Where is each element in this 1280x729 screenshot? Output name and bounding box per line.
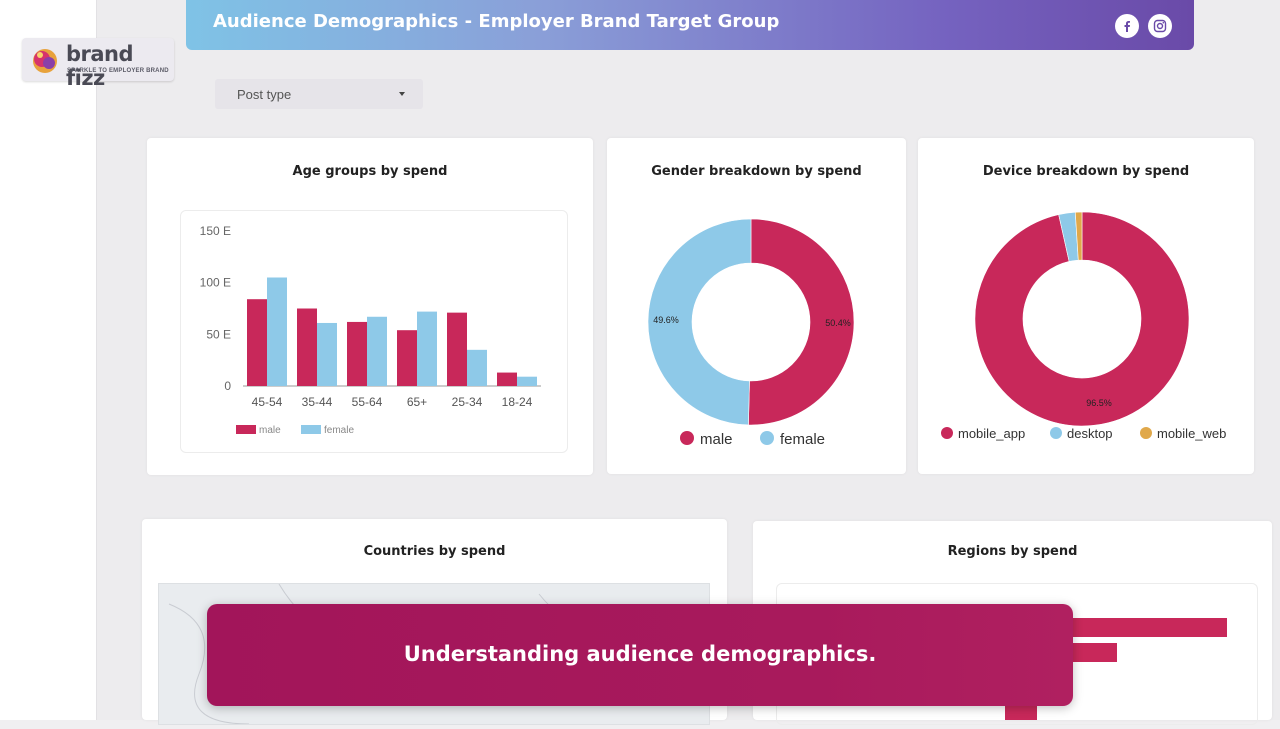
age-x-tick-label: 25-34 <box>452 395 483 409</box>
post-type-label: Post type <box>237 87 292 102</box>
age-x-tick-label: 35-44 <box>302 395 333 409</box>
device-value-label: 96.5% <box>1086 398 1112 408</box>
device-legend-label-desktop: desktop <box>1067 426 1113 441</box>
age-x-tick-label: 18-24 <box>502 395 533 409</box>
gender-legend-label-male: male <box>700 431 733 448</box>
age-bar-male <box>297 308 317 386</box>
gender-slice-male <box>748 218 855 426</box>
logo-mark-icon <box>33 49 57 73</box>
age-groups-card: Age groups by spend <box>147 138 593 475</box>
facebook-icon[interactable] <box>1115 14 1139 38</box>
device-legend-label-mobile_web: mobile_web <box>1157 426 1226 441</box>
logo-name: brand fizz <box>66 42 134 90</box>
gender-title: Gender breakdown by spend <box>651 164 862 179</box>
gender-value-label: 50.4% <box>825 318 851 328</box>
age-bar-male <box>397 330 417 386</box>
countries-title: Countries by spend <box>363 544 506 559</box>
logo-tagline: SPARKLE TO EMPLOYER BRAND <box>67 68 169 74</box>
regions-title: Regions by spend <box>947 544 1078 559</box>
device-legend-dot-mobile_app <box>941 427 953 439</box>
age-y-tick-label: 0 <box>224 379 231 393</box>
device-legend-dot-mobile_web <box>1140 427 1152 439</box>
age-bar-female <box>517 376 537 386</box>
gender-legend-dot-female <box>760 431 774 445</box>
page-title: Audience Demographics - Employer Brand T… <box>213 11 780 32</box>
gender-legend-dot-male <box>680 431 694 445</box>
age-x-tick-label: 65+ <box>407 395 427 409</box>
device-legend-label-mobile_app: mobile_app <box>958 426 1025 441</box>
age-bar-female <box>467 349 487 386</box>
device-legend-dot-desktop <box>1050 427 1062 439</box>
age-chart-frame <box>180 210 568 453</box>
page-header: Audience Demographics - Employer Brand T… <box>186 0 1194 50</box>
left-panel <box>0 0 100 720</box>
age-y-tick-label: 150 E <box>200 224 231 238</box>
age-bar-female <box>267 277 287 386</box>
age-legend-label-male: male <box>259 425 281 436</box>
age-x-tick-label: 45-54 <box>252 395 283 409</box>
age-y-tick-label: 50 E <box>206 327 231 341</box>
age-bar-male <box>247 299 267 386</box>
age-bar-male <box>447 312 467 386</box>
age-bar-female <box>417 311 437 386</box>
caption-banner: Understanding audience demographics. <box>207 604 1073 706</box>
gender-legend-label-female: female <box>780 431 825 448</box>
post-type-dropdown[interactable]: Post type <box>215 79 423 109</box>
region-bar <box>1005 706 1037 720</box>
age-bar-female <box>367 316 387 386</box>
device-slice-mobile_app <box>974 211 1190 427</box>
caret-down-icon <box>399 92 405 96</box>
instagram-icon[interactable] <box>1148 14 1172 38</box>
gender-slice-female <box>647 218 752 426</box>
device-slice-mobile_web <box>1074 211 1083 261</box>
device-title: Device breakdown by spend <box>982 164 1190 179</box>
age-legend-swatch-female <box>301 425 321 434</box>
age-bar-male <box>497 372 517 386</box>
age-x-tick-label: 55-64 <box>352 395 383 409</box>
gender-value-label: 49.6% <box>653 315 679 325</box>
age-legend-label-female: female <box>324 425 354 436</box>
age-bar-female <box>317 322 337 386</box>
age-legend-swatch-male <box>236 425 256 434</box>
age-y-tick-label: 100 E <box>200 276 231 290</box>
brandfizz-logo: brand fizz SPARKLE TO EMPLOYER BRAND <box>22 38 174 90</box>
age-groups-title: Age groups by spend <box>292 164 448 179</box>
caption-text: Understanding audience demographics. <box>403 642 877 666</box>
age-bar-male <box>347 321 367 386</box>
